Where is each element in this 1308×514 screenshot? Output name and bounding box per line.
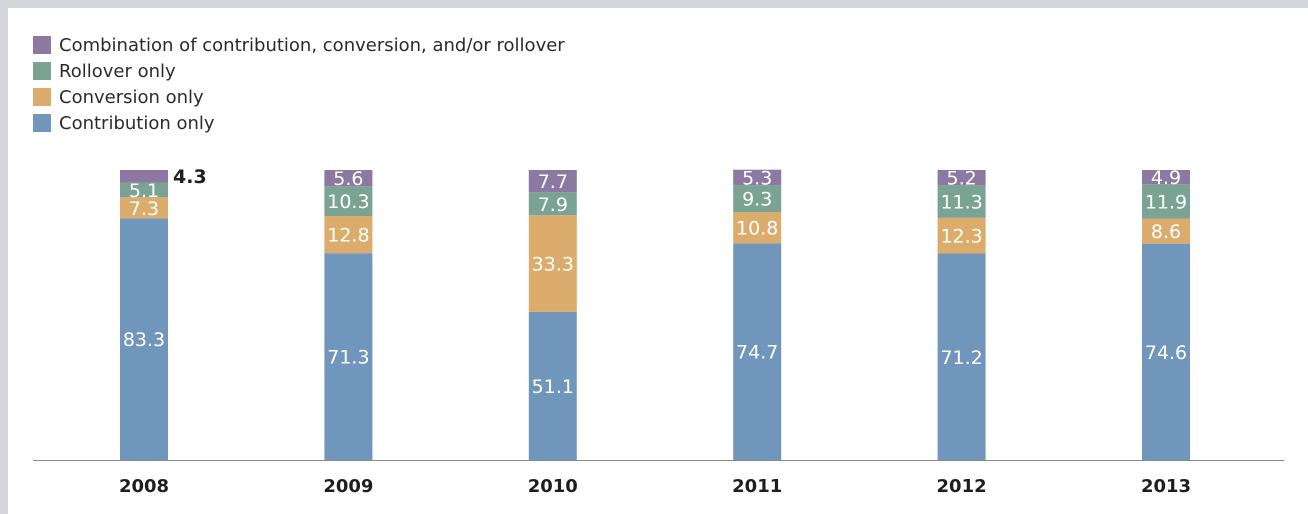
bar-segment (528, 192, 577, 216)
legend-item: Contribution only (33, 110, 565, 136)
data-label: 11.3 (940, 191, 982, 213)
data-label: 7.9 (538, 194, 568, 216)
x-tick-label: 2012 (937, 476, 987, 497)
legend-label: Conversion only (59, 86, 204, 108)
data-label: 10.8 (736, 218, 778, 240)
data-label: 12.3 (940, 226, 982, 248)
x-tick-label: 2011 (732, 476, 782, 497)
bar-segment (937, 170, 986, 186)
legend-item: Conversion only (33, 84, 565, 110)
x-tick-label: 2010 (528, 476, 578, 497)
legend-item: Rollover only (33, 58, 565, 84)
data-label: 4.3 (173, 166, 207, 188)
data-label: 33.3 (532, 254, 574, 276)
x-tick-label: 2009 (323, 476, 373, 497)
bar-segment (1142, 243, 1190, 460)
bar-segment (733, 212, 782, 244)
stacked-bar-chart: 83.3 7.35.1 4.3 2008 71.3 12.8 10.35.6 2009 51.1… (33, 166, 1284, 497)
data-label: 5.6 (333, 168, 363, 190)
bar-segment (324, 253, 373, 460)
bar-segment (1142, 218, 1190, 244)
bar-segment (733, 243, 782, 460)
data-label: 74.7 (736, 342, 778, 364)
legend-swatch (33, 36, 51, 54)
data-label: 51.1 (532, 376, 574, 398)
data-label: 5.1 (129, 180, 159, 202)
data-label: 12.8 (327, 225, 369, 247)
bar-segment (120, 170, 168, 183)
data-label: 7.7 (538, 171, 568, 193)
bar-segment (937, 253, 986, 460)
bar-segment (1142, 184, 1190, 219)
bar-segment (937, 185, 986, 218)
bar-segment (528, 215, 577, 312)
x-tick-label: 2013 (1141, 476, 1191, 497)
bar-segment (120, 197, 168, 219)
data-label: 71.3 (327, 347, 369, 369)
data-label: 7.3 (129, 198, 159, 220)
legend-swatch (33, 88, 51, 106)
data-label: 10.3 (327, 191, 369, 213)
bar-segment (937, 217, 986, 254)
bar-segment (324, 186, 373, 217)
legend-swatch (33, 114, 51, 132)
bar-segment (528, 170, 577, 193)
data-label: 11.9 (1145, 191, 1187, 213)
bar-segment (733, 169, 782, 186)
chart-panel: Combination of contribution, conversion,… (8, 8, 1308, 514)
legend-label: Rollover only (59, 60, 176, 82)
data-label: 8.6 (1151, 221, 1181, 243)
chart-legend: Combination of contribution, conversion,… (33, 32, 565, 136)
data-label: 71.2 (940, 347, 982, 369)
bar-segment (324, 216, 373, 254)
data-label: 5.2 (946, 168, 976, 190)
x-tick-label: 2008 (119, 476, 169, 497)
bar-segment (1142, 170, 1190, 185)
bar-segment (120, 218, 168, 460)
legend-label: Combination of contribution, conversion,… (59, 34, 565, 56)
legend-item: Combination of contribution, conversion,… (33, 32, 565, 58)
bar-segment (120, 182, 168, 198)
bar-segment (528, 311, 577, 460)
data-label: 9.3 (742, 189, 772, 211)
data-label: 74.6 (1145, 342, 1187, 364)
bar-segment (324, 170, 373, 187)
data-label: 5.3 (742, 167, 772, 189)
legend-swatch (33, 62, 51, 80)
legend-label: Contribution only (59, 112, 215, 134)
data-label: 83.3 (123, 329, 165, 351)
data-label: 4.9 (1151, 167, 1181, 189)
bar-segment (733, 185, 782, 213)
